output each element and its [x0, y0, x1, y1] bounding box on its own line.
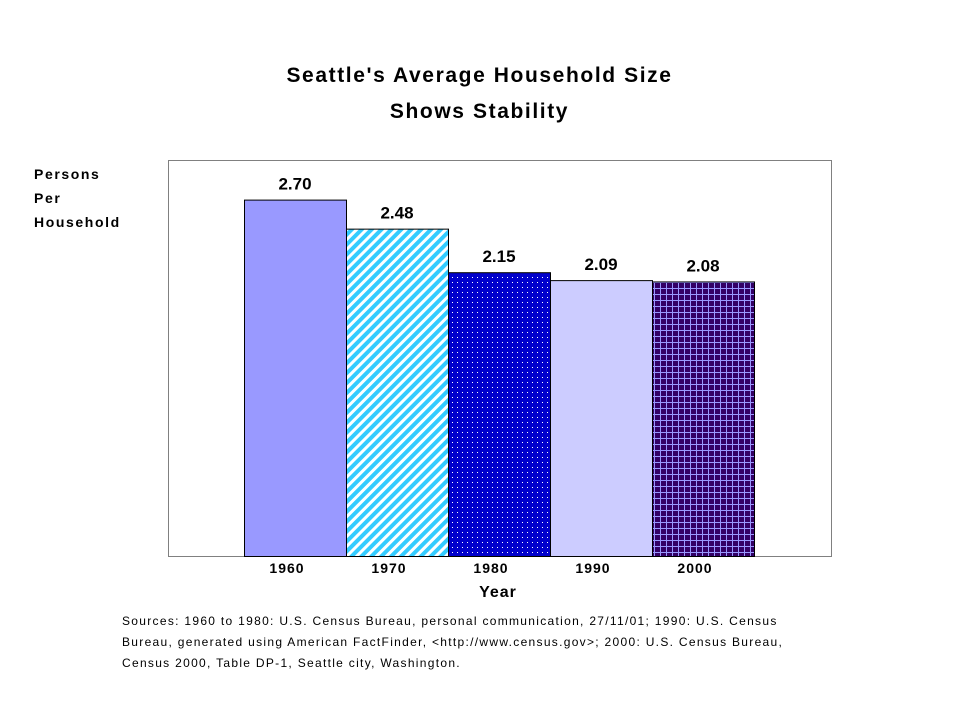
y-axis-label-line-3: Household — [34, 214, 121, 230]
source-note-line-2: Bureau, generated using American FactFin… — [122, 635, 784, 649]
bar-1980 — [448, 272, 551, 557]
bar-1970 — [346, 228, 449, 557]
x-tick-label-1960: 1960 — [269, 560, 304, 576]
data-label-1990: 2.09 — [584, 255, 617, 274]
x-tick-label-2000: 2000 — [677, 560, 712, 576]
source-note-line-3: Census 2000, Table DP-1, Seattle city, W… — [122, 656, 461, 670]
x-tick-label-1980: 1980 — [473, 560, 508, 576]
chart-title-line-1: Seattle's Average Household Size — [286, 64, 673, 87]
x-tick-label-1990: 1990 — [575, 560, 610, 576]
data-label-1980: 2.15 — [482, 247, 515, 266]
x-axis-label: Year — [479, 584, 517, 601]
data-label-1960: 2.70 — [278, 175, 311, 194]
source-note-line-1: Sources: 1960 to 1980: U.S. Census Burea… — [122, 614, 778, 628]
bar-2000 — [652, 281, 755, 557]
y-axis-label-line-1: Persons — [34, 166, 101, 182]
y-axis-label-line-2: Per — [34, 190, 62, 206]
data-label-2000: 2.08 — [686, 256, 719, 275]
x-tick-label-1970: 1970 — [371, 560, 406, 576]
bar-1960 — [244, 199, 347, 557]
bar-1990 — [550, 280, 653, 557]
chart-title-line-2: Shows Stability — [389, 100, 570, 123]
data-label-1970: 2.48 — [380, 204, 413, 223]
